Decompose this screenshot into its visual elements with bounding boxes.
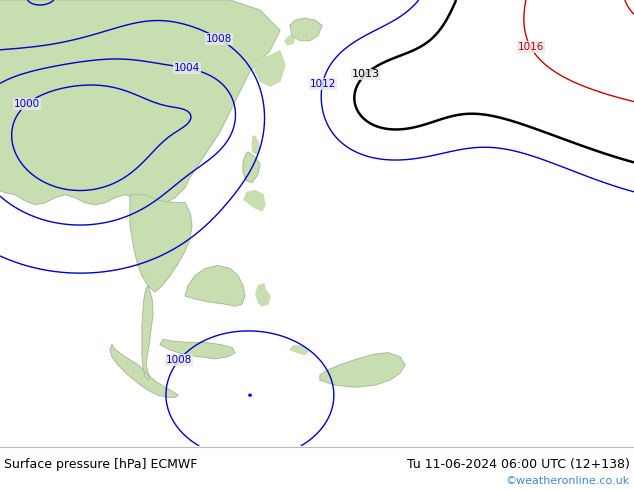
Text: 1013: 1013: [351, 70, 380, 79]
Polygon shape: [110, 344, 178, 397]
Polygon shape: [0, 0, 280, 205]
Polygon shape: [320, 353, 405, 387]
Polygon shape: [255, 50, 285, 86]
Text: 1000: 1000: [14, 99, 40, 109]
Polygon shape: [185, 266, 245, 306]
Polygon shape: [130, 195, 192, 292]
Polygon shape: [243, 152, 260, 182]
Text: 1012: 1012: [309, 79, 336, 89]
Text: Surface pressure [hPa] ECMWF: Surface pressure [hPa] ECMWF: [4, 458, 197, 471]
Text: 1004: 1004: [174, 63, 200, 73]
Text: ©weatheronline.co.uk: ©weatheronline.co.uk: [506, 476, 630, 486]
Polygon shape: [285, 35, 295, 45]
Text: 1016: 1016: [517, 42, 544, 52]
Polygon shape: [160, 340, 235, 359]
Polygon shape: [290, 18, 322, 41]
Polygon shape: [256, 284, 270, 306]
Text: 1008: 1008: [166, 355, 192, 365]
Polygon shape: [142, 286, 153, 380]
Text: 1008: 1008: [206, 34, 233, 44]
Text: Tu 11-06-2024 06:00 UTC (12+138): Tu 11-06-2024 06:00 UTC (12+138): [407, 458, 630, 471]
Polygon shape: [244, 191, 265, 211]
Polygon shape: [290, 345, 308, 355]
Polygon shape: [252, 136, 260, 154]
